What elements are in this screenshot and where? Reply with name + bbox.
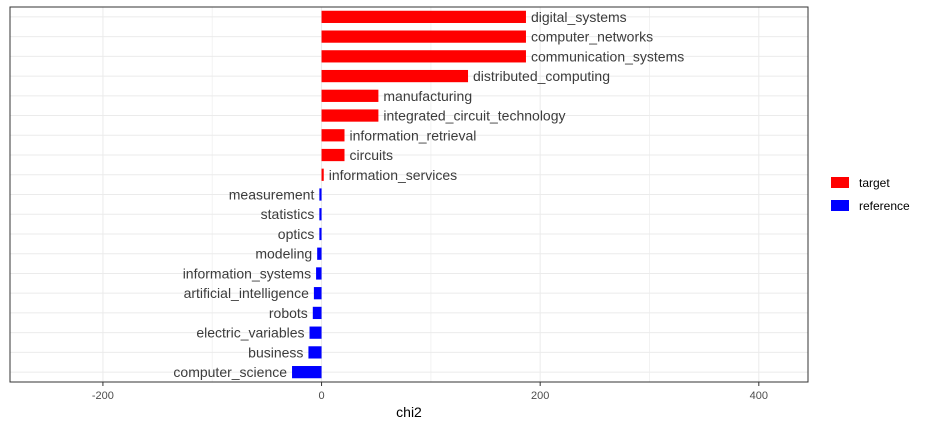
bar-communication_systems [321,50,526,63]
bar-robots [312,306,322,320]
bar-label-optics: optics [278,226,315,242]
legend-label-reference: reference [859,199,910,213]
bar-modeling [317,247,322,260]
legend-key-target [831,177,849,188]
plot-panel-border [9,6,809,383]
bar-optics [319,227,322,241]
bar-label-measurement: measurement [229,187,315,203]
bar-electric_variables [309,326,322,339]
bar-business [308,346,322,359]
bar-label-electric_variables: electric_variables [196,325,304,341]
x-tick-label: 0 [318,390,324,402]
bar-label-information_services: information_services [329,167,457,183]
x-tick-label: 400 [750,390,768,402]
bar-measurement [319,188,322,201]
legend: target reference [831,176,910,213]
bar-label-information_retrieval: information_retrieval [350,127,477,143]
bar-label-distributed_computing: distributed_computing [473,68,610,84]
bar-label-digital_systems: digital_systems [531,9,627,25]
bar-label-integrated_circuit_technology: integrated_circuit_technology [383,108,565,124]
x-axis: -200 0 200 400 [92,382,768,402]
x-axis-title: chi2 [396,404,422,420]
bar-label-business: business [248,344,303,360]
bar-computer_networks [321,30,526,43]
bar-computer_science [292,366,322,379]
bar-label-circuits: circuits [350,147,394,163]
bar-information_systems [316,267,322,280]
legend-label-target: target [859,176,890,190]
bar-label-computer_networks: computer_networks [531,29,653,45]
bar-digital_systems [321,10,526,23]
legend-key-reference [831,200,849,211]
bar-label-communication_systems: communication_systems [531,48,684,64]
bar-distributed_computing [321,69,469,83]
bar-label-robots: robots [269,305,308,321]
bar-integrated_circuit_technology [321,109,379,122]
bar-circuits [321,148,345,162]
bar-artificial_intelligence [313,287,322,300]
bar-label-statistics: statistics [261,206,315,222]
bar-information_services [321,168,324,181]
x-tick-label: -200 [92,390,114,402]
bar-label-artificial_intelligence: artificial_intelligence [184,285,310,301]
bar-manufacturing [321,89,379,102]
bar-label-manufacturing: manufacturing [383,88,472,104]
x-tick-label: 200 [531,390,549,402]
bar-labels-layer: digital_systems computer_networks communic… [173,9,684,380]
bar-label-computer_science: computer_science [173,364,287,380]
bar-label-information_systems: information_systems [183,265,311,281]
bars-layer [292,10,526,379]
bar-statistics [319,208,322,221]
bar-label-modeling: modeling [255,246,312,262]
grid-layer [10,7,808,382]
bar-information_retrieval [321,129,345,142]
